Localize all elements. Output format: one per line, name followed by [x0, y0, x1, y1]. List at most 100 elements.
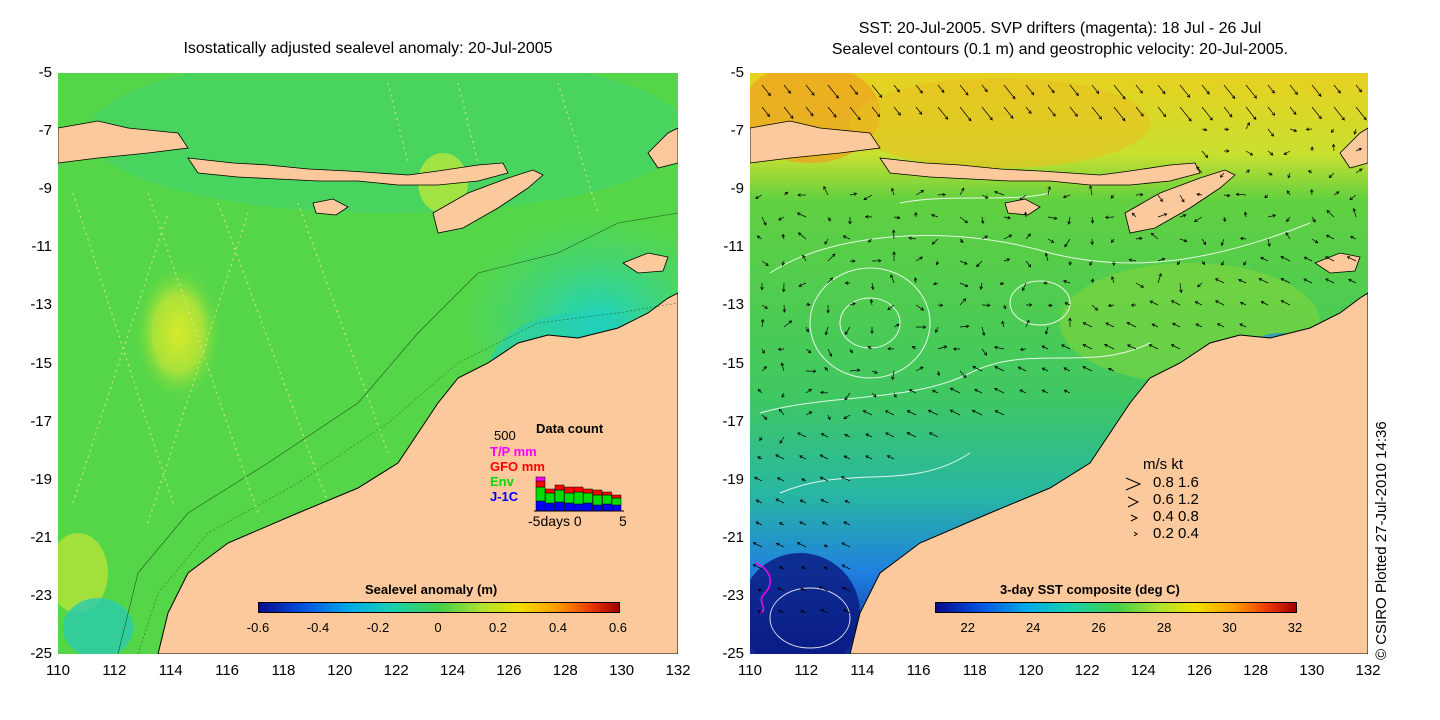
- velocity-arrow: [906, 410, 917, 416]
- velocity-arrow: [779, 436, 785, 444]
- velocity-arrow: [778, 216, 785, 221]
- histogram-bar: [573, 486, 584, 493]
- velocity-arrow: [827, 84, 839, 99]
- velocity-arrow: [865, 455, 873, 460]
- left_panel-x-tick: 126: [496, 662, 522, 679]
- velocity-arrow: [1287, 172, 1291, 179]
- velocity-arrow: [752, 542, 763, 548]
- velocity-arrow: [949, 387, 961, 394]
- data-count-title: Data count: [536, 421, 604, 436]
- velocity-arrow: [1135, 282, 1145, 288]
- right_panel-colorbar-label: 24: [1025, 620, 1041, 635]
- velocity-arrow: [755, 521, 763, 526]
- velocity-arrow: [1148, 344, 1159, 350]
- velocity-arrow: [994, 366, 1005, 372]
- left_panel-x-tick: 120: [327, 662, 353, 679]
- velocity-arrow: [891, 370, 895, 381]
- velocity-arrow: [1286, 190, 1291, 196]
- velocity-arrow: [799, 455, 807, 460]
- velocity-arrow: [867, 238, 873, 243]
- velocity-arrow: [869, 298, 874, 306]
- velocity-arrow: [1171, 322, 1181, 328]
- sealevel-contours: [759, 192, 1311, 649]
- velocity-arrow: [778, 522, 785, 526]
- velocity-arrow: [1310, 146, 1314, 152]
- velocity-arrow: [783, 320, 793, 328]
- histogram-bar: [545, 488, 555, 494]
- velocity-arrow: [1126, 322, 1137, 328]
- velocity-arrow: [891, 187, 895, 196]
- velocity-arrow: [849, 106, 861, 121]
- velocity-arrow: [890, 274, 895, 284]
- velocity-arrow: [1243, 211, 1248, 218]
- velocity-arrow: [865, 433, 873, 438]
- velocity-arrow: [1311, 106, 1322, 120]
- velocity-arrow: [802, 254, 807, 262]
- left_panel-x-tick: 132: [665, 662, 691, 679]
- northern-islands: [647, 127, 678, 169]
- velocity-arrow: [1047, 216, 1058, 220]
- right_panel-colorbar-label: 28: [1156, 620, 1172, 635]
- velocity-arrow: [1280, 300, 1291, 306]
- velocity-arrow: [1325, 278, 1335, 284]
- velocity-arrow: [886, 455, 895, 460]
- velocity-arrow: [805, 388, 812, 394]
- velocity-arrow: [1064, 238, 1071, 248]
- histogram-bar: [583, 502, 593, 512]
- velocity-arrow: [906, 432, 917, 438]
- histogram-bar: [602, 491, 612, 496]
- velocity-arrow: [1303, 278, 1313, 284]
- velocity-arrow: [776, 477, 785, 482]
- velocity-arrow: [820, 433, 829, 438]
- left_panel-x-tick: 128: [552, 662, 578, 679]
- velocity-arrow: [893, 323, 900, 328]
- velocity-arrow: [1041, 389, 1049, 394]
- velocity-arrow: [932, 281, 939, 286]
- velocity-arrow: [1353, 128, 1357, 135]
- data-count-xlabel: -5days 0: [528, 513, 582, 529]
- velocity-arrow: [1220, 238, 1225, 247]
- velocity-arrow: [844, 281, 851, 285]
- velocity-arrow: [760, 282, 764, 291]
- velocity-arrow: [871, 370, 878, 374]
- velocity-arrow: [1197, 282, 1203, 288]
- velocity-arrow: [981, 194, 989, 199]
- velocity-arrow: [1104, 343, 1115, 350]
- velocity-arrow: [1069, 106, 1078, 117]
- velocity-arrow: [1025, 84, 1035, 96]
- left-colorbar-title: Sealevel anomaly (m): [365, 582, 498, 597]
- velocity-arrow: [1025, 319, 1030, 328]
- velocity-arrow: [871, 106, 881, 118]
- velocity-arrow: [842, 609, 851, 614]
- right_panel-x-tick: 112: [794, 662, 819, 679]
- velocity-arrow: [775, 542, 785, 548]
- velocity-arrow: [1110, 194, 1115, 199]
- velocity-arrow: [959, 84, 969, 96]
- velocity-arrow: [959, 324, 970, 329]
- velocity-arrow: [1019, 194, 1027, 201]
- velocity-arrow: [908, 389, 917, 394]
- velocity-arrow: [843, 414, 851, 420]
- right_panel-x-tick: 116: [906, 662, 931, 679]
- velocity-arrow: [783, 191, 789, 196]
- velocity-arrow: [1157, 106, 1167, 118]
- velocity-arrow: [927, 409, 939, 416]
- velocity-arrow: [1201, 84, 1210, 95]
- velocity-arrow: [780, 362, 785, 372]
- velocity-arrow: [1245, 169, 1250, 174]
- sealevel-colorbar: [258, 602, 620, 613]
- velocity-arrow: [915, 106, 923, 115]
- velocity-arrow: [1285, 232, 1291, 240]
- velocity-arrow: [797, 232, 807, 240]
- right_panel-x-tick: 110: [738, 662, 762, 679]
- velocity-arrow: [1260, 301, 1269, 306]
- histogram-bar: [535, 476, 546, 482]
- velocity-arrow: [819, 476, 829, 482]
- velocity-arrow: [1131, 212, 1137, 218]
- velocity-arrow: [782, 304, 787, 313]
- sst-map-canvas: [750, 73, 1368, 654]
- histogram-bar: [611, 494, 622, 499]
- velocity-arrow: [844, 500, 851, 504]
- velocity-arrow: [841, 586, 851, 592]
- left_panel-y-tick: -15: [30, 354, 52, 372]
